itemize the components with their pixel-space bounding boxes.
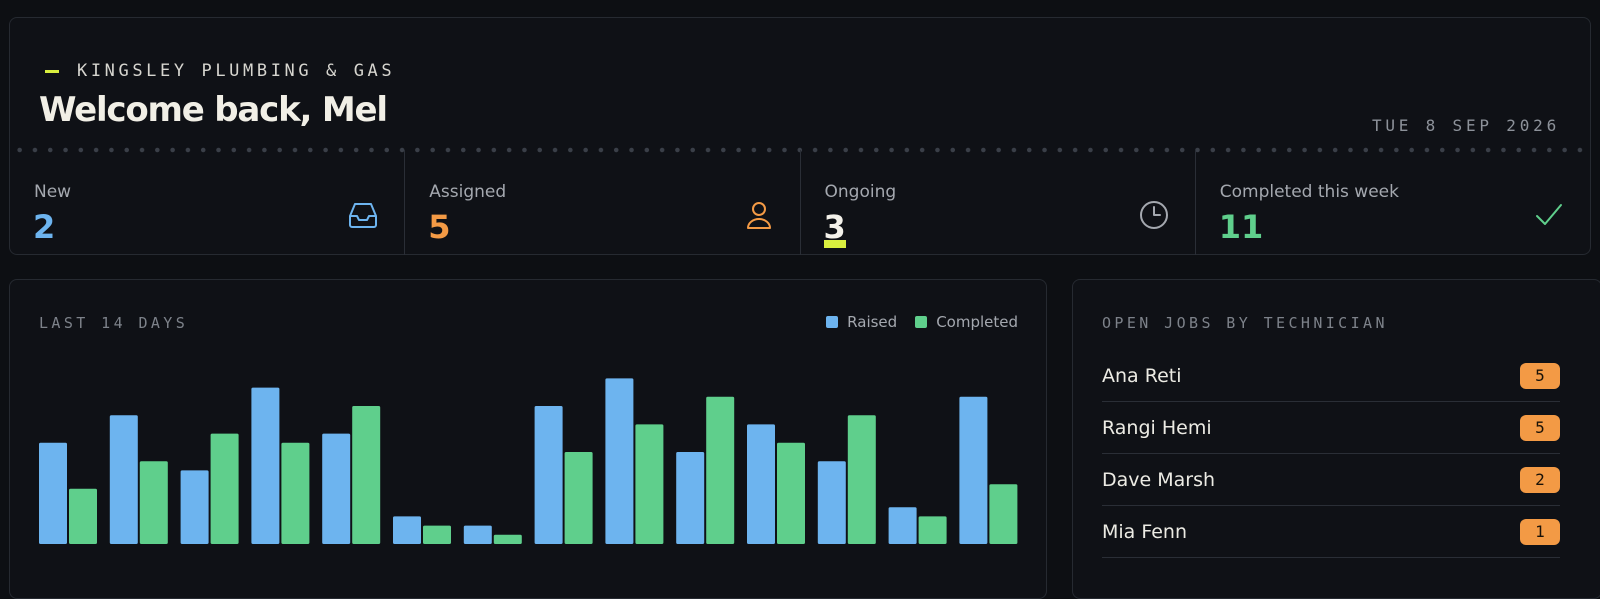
brand: KINGSLEY PLUMBING & GAS	[45, 60, 395, 82]
bar-completed-3[interactable]	[210, 433, 239, 544]
bar-raised-13[interactable]	[888, 507, 917, 544]
header-card: KINGSLEY PLUMBING & GAS Welcome back, Me…	[9, 17, 1591, 255]
legend-label: Completed	[936, 313, 1018, 331]
inbox-icon	[349, 203, 378, 228]
welcome-heading: Welcome back, Mel	[39, 90, 388, 130]
bar-raised-2[interactable]	[109, 415, 138, 544]
chart-title: LAST 14 DAYS	[39, 314, 189, 332]
bar-completed-12[interactable]	[847, 415, 876, 544]
bar-completed-11[interactable]	[777, 442, 805, 544]
open-jobs-badge: 5	[1520, 414, 1560, 441]
technician-name: Rangi Hemi	[1102, 416, 1212, 439]
bar-completed-9[interactable]	[635, 424, 664, 544]
bar-raised-8[interactable]	[534, 406, 563, 544]
bar-raised-14[interactable]	[959, 396, 988, 544]
technician-card: OPEN JOBS BY TECHNICIAN Ana Reti 5 Rangi…	[1072, 279, 1600, 599]
legend-item-raised: Raised	[826, 313, 897, 331]
stat-value: 11	[1218, 208, 1264, 246]
legend-swatch-completed	[915, 316, 928, 328]
bar-completed-1[interactable]	[69, 488, 97, 544]
stat-label: Completed this week	[1219, 182, 1399, 202]
bar-completed-5[interactable]	[352, 406, 381, 544]
stat-value: 3	[823, 208, 846, 246]
bar-completed-4[interactable]	[281, 442, 310, 544]
technician-row[interactable]: Dave Marsh 2	[1102, 454, 1560, 506]
technician-name: Mia Fenn	[1102, 520, 1188, 543]
stat-label: New	[34, 182, 72, 202]
bar-completed-7[interactable]	[493, 534, 522, 544]
bar-completed-10[interactable]	[706, 396, 735, 544]
stat-card-completed[interactable]: Completed this week 11	[1196, 150, 1590, 255]
check-icon	[1536, 204, 1562, 225]
technician-list: Ana Reti 5 Rangi Hemi 5 Dave Marsh 2 Mia…	[1102, 350, 1560, 558]
technician-row[interactable]: Rangi Hemi 5	[1102, 402, 1560, 454]
stats-row: New 2 Assigned 5 Ongoing 3 Comp	[10, 150, 1590, 255]
current-date: TUE 8 SEP 2026	[1371, 116, 1560, 135]
legend-item-completed: Completed	[915, 313, 1018, 331]
stat-card-new[interactable]: New 2	[10, 150, 406, 255]
value-highlight	[823, 240, 846, 248]
stat-card-ongoing[interactable]: Ongoing 3	[801, 150, 1196, 255]
legend-swatch-raised	[826, 316, 839, 328]
open-jobs-badge: 1	[1520, 518, 1560, 545]
clock-icon	[1139, 201, 1168, 229]
bar-raised-11[interactable]	[747, 424, 775, 544]
technician-row[interactable]: Mia Fenn 1	[1102, 506, 1560, 558]
brand-accent-dash	[45, 69, 59, 73]
stat-value: 2	[33, 208, 56, 246]
bar-completed-8[interactable]	[564, 452, 593, 544]
bar-raised-7[interactable]	[463, 525, 492, 544]
stat-card-assigned[interactable]: Assigned 5	[405, 150, 801, 255]
stat-label: Ongoing	[824, 182, 897, 202]
bar-completed-13[interactable]	[918, 516, 947, 544]
bar-raised-4[interactable]	[251, 387, 280, 544]
technician-name: Ana Reti	[1102, 364, 1182, 387]
bar-raised-12[interactable]	[817, 461, 846, 544]
chart-legend: Raised Completed	[808, 313, 1018, 331]
user-icon	[746, 202, 771, 229]
stat-value: 5	[428, 208, 451, 246]
technician-row[interactable]: Ana Reti 5	[1102, 350, 1560, 402]
bar-completed-6[interactable]	[423, 525, 451, 544]
bar-raised-3[interactable]	[180, 470, 209, 544]
bar-chart	[39, 378, 1018, 544]
brand-name: KINGSLEY PLUMBING & GAS	[77, 61, 396, 81]
open-jobs-badge: 2	[1520, 466, 1560, 493]
bar-raised-1[interactable]	[39, 442, 67, 544]
bar-raised-9[interactable]	[605, 378, 634, 544]
open-jobs-badge: 5	[1520, 362, 1560, 389]
bar-completed-2[interactable]	[139, 461, 168, 544]
legend-label: Raised	[847, 313, 898, 331]
bar-raised-5[interactable]	[322, 433, 351, 544]
bar-raised-10[interactable]	[676, 452, 705, 544]
stat-label: Assigned	[429, 182, 507, 202]
chart-card: LAST 14 DAYS Raised Completed	[9, 279, 1047, 599]
technician-name: Dave Marsh	[1102, 468, 1216, 491]
bar-raised-6[interactable]	[393, 516, 421, 544]
bar-completed-14[interactable]	[989, 484, 1018, 544]
technician-title: OPEN JOBS BY TECHNICIAN	[1102, 314, 1388, 332]
